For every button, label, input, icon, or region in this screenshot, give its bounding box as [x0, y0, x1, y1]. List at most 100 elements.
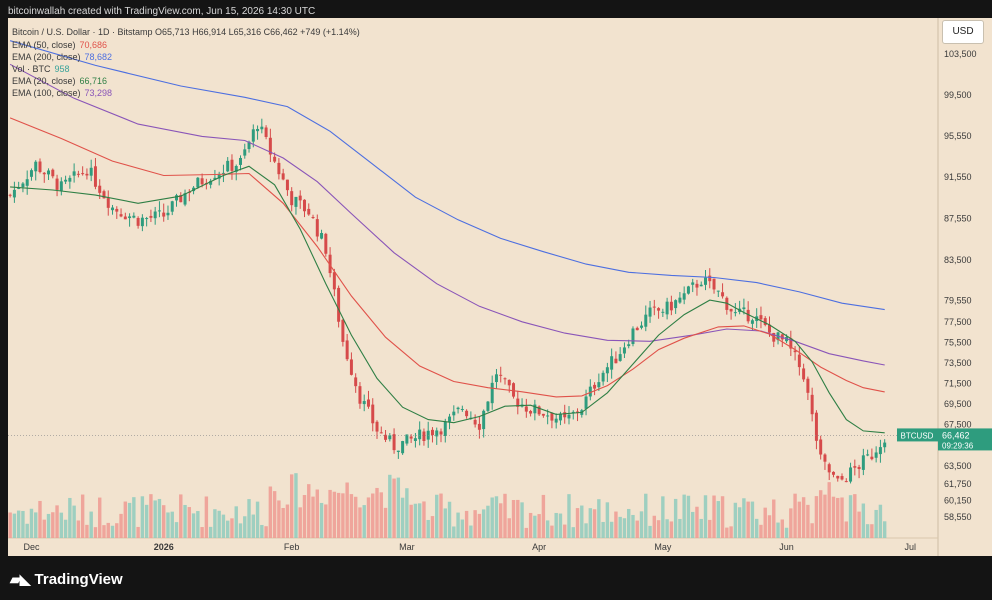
volume-bar-157: [678, 518, 682, 538]
volume-bar-98: [426, 519, 430, 538]
candle-body-167: [721, 292, 725, 297]
candle-body-4: [25, 179, 29, 186]
volume-bar-162: [699, 518, 703, 538]
legend-vol-label: Vol · BTC: [12, 64, 51, 74]
volume-bar-191: [823, 494, 827, 538]
volume-bar-60: [264, 526, 268, 538]
candle-body-85: [371, 404, 375, 424]
volume-bar-200: [861, 503, 866, 538]
volume-bar-49: [217, 510, 221, 538]
volume-bar-2: [16, 510, 21, 538]
volume-bar-158: [682, 494, 686, 538]
candle-body-153: [661, 311, 665, 313]
volume-bar-131: [567, 494, 571, 538]
candle-body-129: [558, 413, 562, 421]
volume-bar-21: [98, 497, 102, 538]
volume-bar-7: [38, 500, 42, 538]
volume-bar-166: [716, 501, 721, 538]
candle-body-198: [853, 466, 857, 468]
candle-body-54: [239, 157, 242, 165]
candle-body-163: [704, 277, 707, 285]
candle-body-104: [452, 411, 456, 416]
candle-body-25: [115, 208, 119, 212]
volume-bar-22: [102, 525, 106, 538]
volume-bar-74: [324, 504, 328, 538]
candle-body-10: [51, 169, 55, 177]
ema-100-line: [9, 63, 885, 366]
volume-bar-36: [162, 505, 166, 538]
candle-body-190: [819, 439, 823, 455]
volume-bar-109: [473, 510, 477, 538]
volume-bar-66: [289, 474, 294, 538]
y-tick-label-9: 73,500: [944, 358, 972, 368]
candle-body-201: [866, 454, 870, 456]
candle-body-147: [635, 327, 639, 331]
volume-bar-42: [187, 507, 192, 538]
candle-body-194: [836, 475, 840, 479]
candle-body-32: [145, 218, 149, 220]
candle-body-157: [678, 297, 682, 303]
candle-body-71: [311, 216, 315, 218]
volume-bar-93: [405, 488, 409, 538]
legend-ema50-value: 70,686: [79, 40, 108, 50]
candle-body-125: [541, 413, 545, 416]
y-tick-label-7: 77,500: [944, 317, 972, 327]
volume-bar-72: [315, 489, 319, 538]
volume-bar-51: [225, 520, 230, 538]
volume-bar-33: [149, 494, 153, 538]
candle-body-130: [563, 412, 567, 418]
candle-body-81: [354, 377, 358, 387]
volume-bar-124: [537, 514, 541, 538]
currency-button[interactable]: USD: [942, 20, 984, 44]
volume-bar-50: [221, 514, 226, 538]
candle-body-150: [648, 307, 652, 317]
candle-body-62: [273, 156, 277, 162]
candle-body-126: [546, 415, 550, 417]
candle-body-12: [59, 181, 63, 191]
candle-body-107: [465, 410, 469, 417]
legend-vol-value: 958: [54, 64, 70, 74]
candle-body-170: [733, 312, 737, 314]
y-tick-label-3: 91,550: [944, 172, 972, 182]
volume-bar-129: [558, 513, 563, 538]
volume-bar-183: [789, 508, 793, 538]
candle-body-124: [537, 406, 541, 415]
volume-bar-89: [388, 474, 392, 538]
volume-bar-182: [784, 527, 789, 538]
volume-bar-59: [260, 524, 264, 538]
candle-body-94: [409, 436, 413, 439]
candle-body-109: [473, 419, 477, 425]
volume-bar-95: [413, 503, 418, 538]
candle-body-58: [256, 128, 260, 132]
volume-bar-73: [319, 502, 324, 538]
candle-body-204: [878, 447, 882, 455]
candle-body-114: [494, 374, 498, 383]
volume-bar-29: [132, 497, 136, 538]
candle-body-24: [111, 207, 115, 211]
candle-body-178: [767, 324, 771, 333]
symbol-tag-label: BTCUSD: [901, 431, 934, 440]
candle-body-117: [507, 379, 511, 386]
price-tag-countdown: 09:29:36: [942, 441, 974, 450]
candle-body-141: [610, 356, 614, 370]
candle-body-9: [47, 170, 51, 175]
volume-bar-90: [392, 478, 396, 538]
candle-body-47: [209, 180, 213, 185]
legend-ema100-value: 73,298: [84, 88, 113, 98]
candle-body-73: [320, 232, 324, 239]
candle-body-196: [844, 481, 848, 483]
volume-bar-81: [353, 496, 358, 538]
candle-body-3: [21, 183, 25, 188]
x-tick-label-6: Jun: [779, 542, 794, 552]
volume-bar-67: [294, 473, 298, 538]
plot-background: [8, 18, 938, 556]
candle-body-69: [302, 199, 306, 212]
candle-body-8: [42, 172, 46, 175]
volume-bar-9: [46, 513, 51, 538]
volume-bar-197: [848, 495, 853, 538]
volume-bar-151: [652, 515, 657, 538]
legend-ema100-label: EMA (100, close): [12, 88, 81, 98]
candle-body-30: [136, 217, 140, 226]
ohlc-line: Bitcoin / U.S. Dollar · 1D · Bitstamp O6…: [12, 27, 360, 37]
